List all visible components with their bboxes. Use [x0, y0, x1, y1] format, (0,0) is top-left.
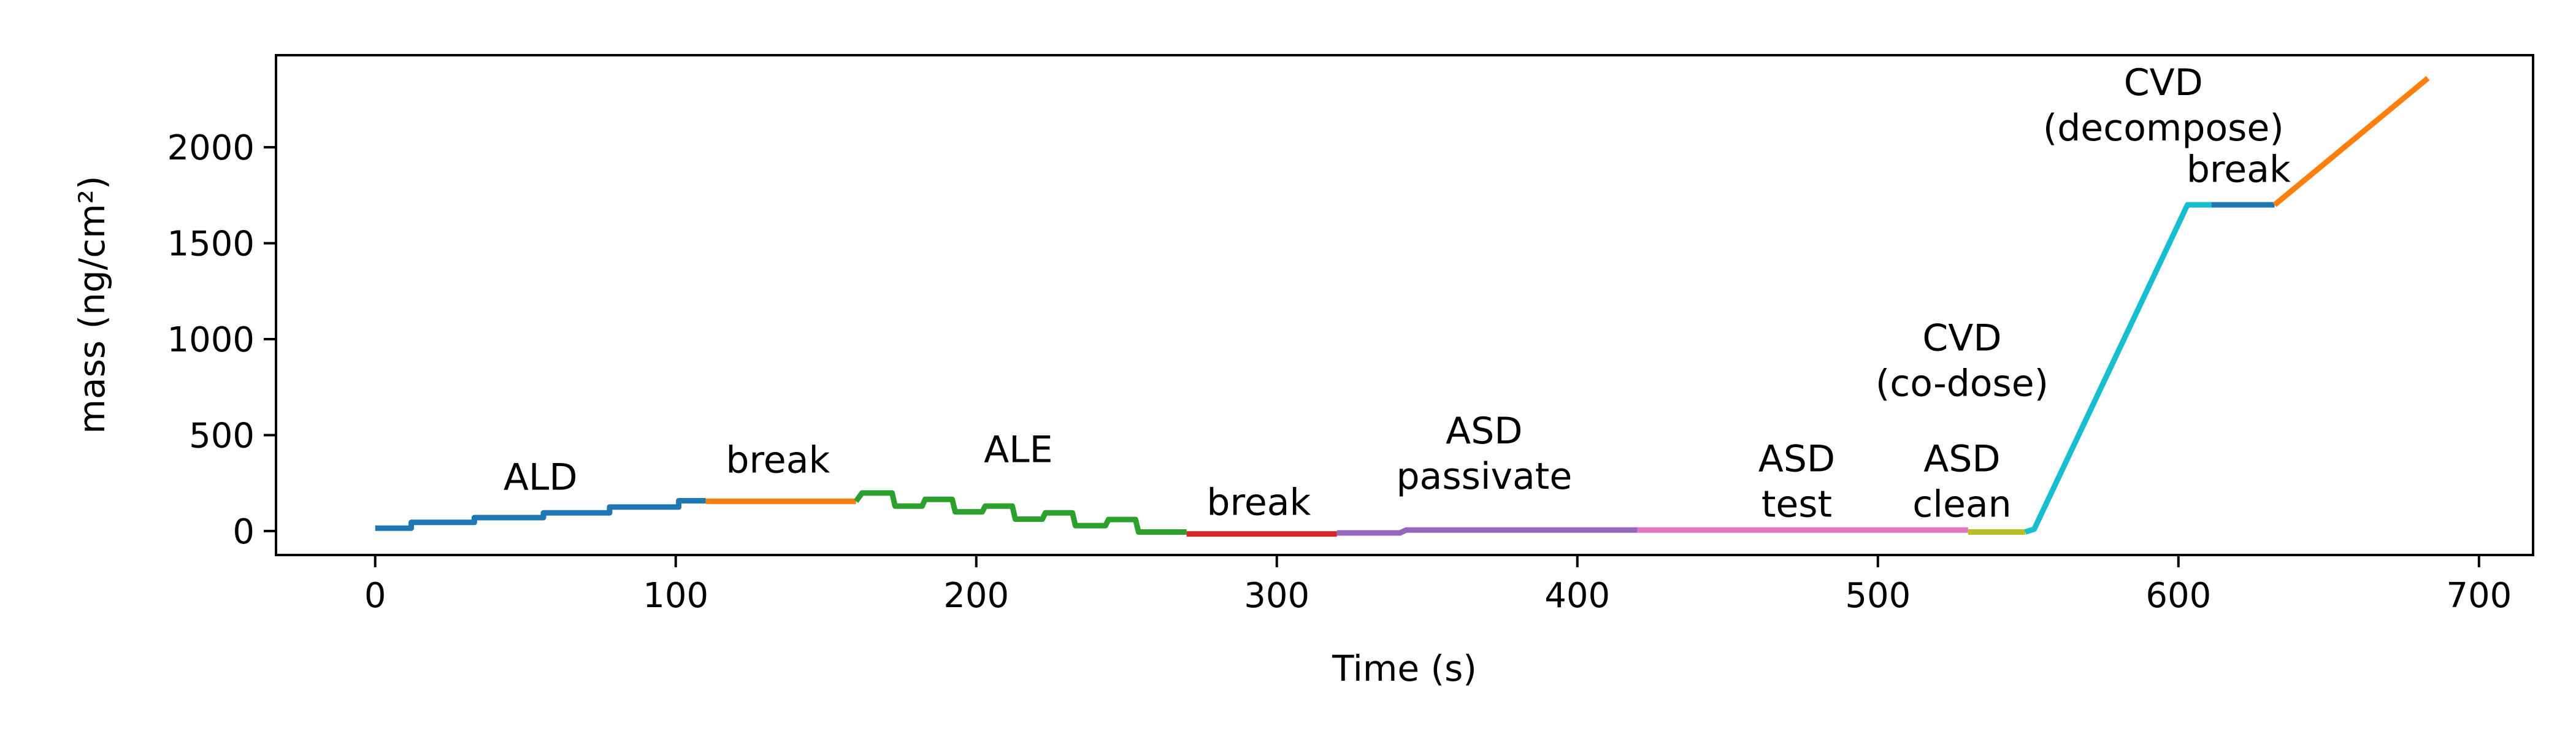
x-tick-label: 100 — [643, 576, 708, 616]
x-tick-label: 600 — [2145, 576, 2211, 616]
segment-label-line: break — [726, 438, 830, 481]
segment-label-line: clean — [1912, 483, 2011, 526]
segment-label: ASD passivate — [1396, 410, 1572, 498]
y-tick-label: 0 — [232, 512, 255, 552]
plot-frame — [275, 54, 2534, 556]
y-tick-label: 2000 — [167, 128, 255, 168]
x-tick-label: 700 — [2446, 576, 2512, 616]
segment-label-line: passivate — [1396, 455, 1572, 498]
y-tick-label: 500 — [189, 416, 255, 456]
segment-label-line: test — [1761, 483, 1832, 526]
segment-label-line: (co-dose) — [1876, 362, 2049, 405]
x-tick-label: 0 — [364, 576, 386, 616]
segment-label: ASD test — [1758, 437, 1835, 526]
segment-label: ASD clean — [1912, 437, 2011, 526]
x-tick-label: 300 — [1244, 576, 1309, 616]
segment-label-line: ALD — [504, 456, 578, 499]
y-axis-label: mass (ng/cm²) — [71, 176, 113, 434]
x-tick-label: 500 — [1845, 576, 1911, 616]
segment-label-line: ALE — [984, 428, 1052, 471]
segment-label-line: (decompose) — [2043, 107, 2284, 150]
series-line-1 — [375, 498, 706, 531]
x-ticks: 0 100 200 300 400 500 600 700 — [364, 555, 2512, 616]
series-line-10 — [2272, 76, 2430, 207]
segment-label-line: CVD — [1922, 316, 2001, 359]
x-axis-label: Time (s) — [1332, 648, 1477, 689]
segment-label: break — [1206, 481, 1311, 524]
y-tick-label: 1500 — [167, 224, 255, 264]
segment-label: ALE — [984, 428, 1052, 471]
segment-label: ALD — [504, 456, 578, 499]
series-line-5 — [1336, 527, 1638, 536]
segment-label-line: ASD — [1758, 437, 1835, 480]
x-tick-label: 200 — [943, 576, 1009, 616]
y-tick-label: 1000 — [167, 320, 255, 360]
segment-label: CVD (co-dose) — [1876, 316, 2049, 405]
segment-label: break — [2187, 148, 2291, 191]
segment-label: break — [726, 438, 830, 481]
segment-label-line: ASD — [1923, 437, 2000, 480]
x-tick-label: 400 — [1544, 576, 1610, 616]
series-line-8 — [2024, 202, 2212, 535]
series-layer — [375, 76, 2430, 537]
segment-label-line: ASD — [1446, 410, 1522, 453]
segment-label: CVD (decompose) — [2043, 61, 2284, 150]
segment-label-line: CVD — [2124, 61, 2203, 104]
segment-label-line: break — [1206, 481, 1311, 524]
series-line-3 — [854, 490, 1187, 535]
y-ticks: 0 500 1000 1500 2000 — [167, 128, 276, 552]
segment-label-line: break — [2187, 148, 2291, 191]
